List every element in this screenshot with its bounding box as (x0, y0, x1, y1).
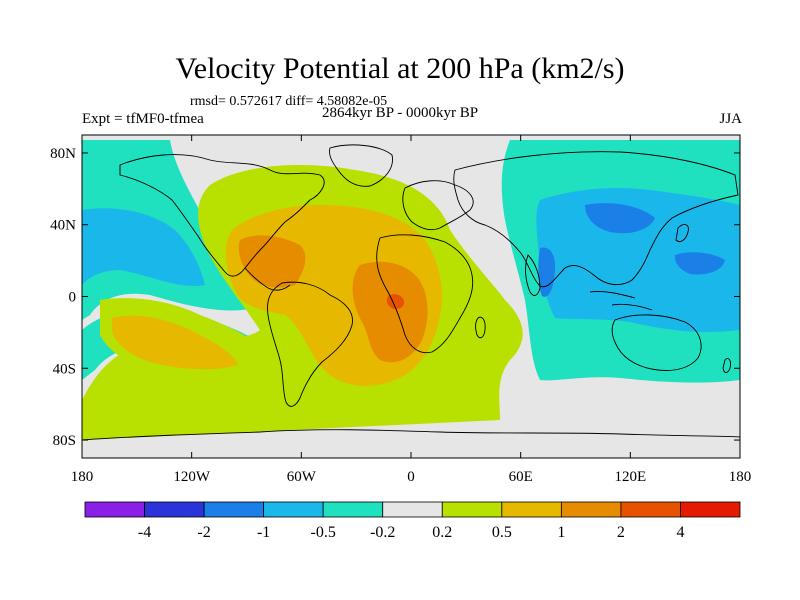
x-tick-label: 0 (407, 469, 415, 485)
colorbar-swatch (501, 501, 562, 518)
field-asia-negative-core-2 (674, 252, 725, 275)
y-tick-label: 80N (50, 146, 76, 162)
colorbar-swatch (322, 501, 384, 518)
field-asia-negative-core-1 (585, 203, 655, 234)
x-tick-label: 60W (287, 469, 317, 485)
colorbar-swatch (441, 501, 503, 518)
y-tick-label: 40N (50, 218, 76, 234)
coastline-antarctica (82, 429, 740, 441)
field-caribbean-core (238, 235, 306, 288)
colorbar-swatch (144, 501, 205, 518)
period-label: 2864kyr BP - 0000kyr BP (321, 105, 479, 121)
coastline-india (525, 254, 541, 296)
field-eastpacific-strong (82, 208, 205, 287)
experiment-label: Expt = tfMF0-tfmea (82, 111, 204, 127)
colorbar-label: 0.5 (492, 524, 512, 541)
colorbar-swatch (680, 501, 741, 518)
colorbar-swatch (84, 501, 145, 518)
colorbar-swatch (203, 501, 265, 518)
coastlines (82, 144, 740, 441)
coastline-japan (675, 224, 689, 243)
coastline-new-zealand (722, 357, 731, 373)
colorbar-swatch (560, 501, 622, 518)
x-axis: 180 120W 60W 0 60E 120E 180 (71, 135, 752, 485)
y-tick-label: 80S (53, 433, 76, 449)
coastline-africa (376, 234, 474, 354)
field-sepacific-orange (112, 315, 238, 370)
field-arctic-negative (82, 140, 167, 175)
x-tick-label: 180 (729, 469, 752, 485)
x-tick-label: 120E (614, 469, 646, 485)
colorbar-swatch (620, 501, 681, 518)
coastline-europe (402, 180, 474, 231)
coastline-australia (611, 314, 702, 371)
stats-label: rmsd= 0.572617 diff= 4.58082e-05 (190, 94, 388, 109)
coastline-south-america (267, 281, 353, 407)
coastline-north-america (119, 154, 325, 277)
colorbar: -4 -2 -1 -0.5 -0.2 0.2 0.5 1 2 4 (84, 501, 741, 541)
y-axis: 80N 40N 0 40S 80S (50, 146, 740, 449)
x-tick-label: 120W (173, 469, 211, 485)
colorbar-label: -2 (197, 524, 210, 541)
season-label: JJA (719, 111, 742, 127)
colorbar-swatch (382, 501, 443, 518)
colorbar-label: 1 (557, 524, 565, 541)
coastline-central-america (244, 267, 291, 291)
x-tick-label: 60E (509, 469, 533, 485)
colorbar-label: 0.2 (432, 524, 452, 541)
colorbar-label: -4 (138, 524, 151, 541)
coastline-asia (453, 151, 739, 288)
y-tick-label: 40S (53, 361, 76, 377)
colorbar-label: 2 (617, 524, 625, 541)
coastline-indonesia (589, 291, 653, 311)
chart-title: Velocity Potential at 200 hPa (km2/s) (175, 52, 625, 85)
colorbar-swatch (263, 501, 324, 518)
y-tick-label: 0 (69, 290, 77, 306)
field-asia-negative-core-3 (538, 247, 556, 297)
colorbar-label: -0.2 (370, 524, 395, 541)
field-asia-negative-mid (536, 188, 740, 333)
x-tick-label: 180 (71, 469, 94, 485)
colorbar-label: 4 (676, 524, 684, 541)
coastline-greenland (329, 144, 393, 187)
coastline-madagascar (475, 316, 486, 339)
colorbar-label: -1 (257, 524, 270, 541)
colorbar-label: -0.5 (311, 524, 336, 541)
field-africa-core (352, 261, 428, 363)
